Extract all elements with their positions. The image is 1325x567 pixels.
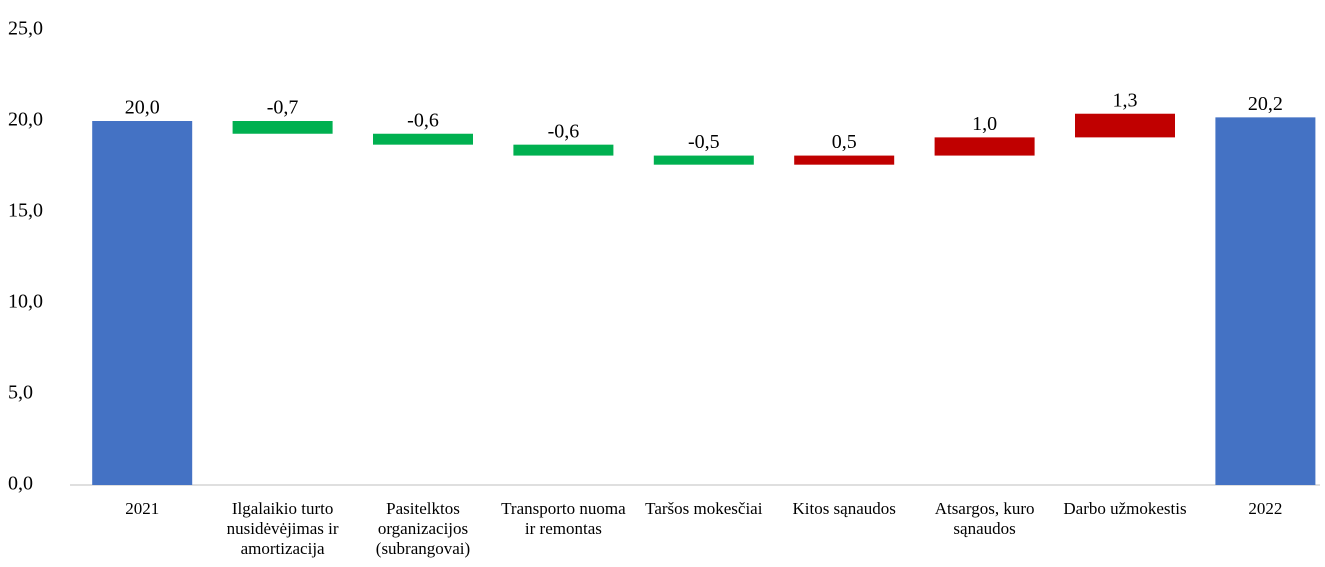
x-tick-label: Taršos mokesčiai xyxy=(645,499,763,518)
value-label: 0,5 xyxy=(832,131,857,153)
x-tick-label: 2022 xyxy=(1248,499,1283,518)
y-tick-label: 10,0 xyxy=(8,291,43,313)
x-tick-label: Transporto nuoma ir remontas xyxy=(501,499,626,538)
bar xyxy=(794,155,895,165)
x-tick-label: 2021 xyxy=(125,499,160,518)
x-tick-label: Atsargos, kuro sąnaudos xyxy=(934,499,1035,538)
value-label: 20,0 xyxy=(125,97,160,119)
y-tick-label: 5,0 xyxy=(8,382,33,404)
bar xyxy=(653,155,754,165)
x-tick-label: Darbo užmokestis xyxy=(1063,499,1187,518)
bar xyxy=(513,144,614,156)
value-label: 20,2 xyxy=(1248,93,1283,115)
value-label: -0,6 xyxy=(407,109,439,131)
bar xyxy=(934,137,1035,156)
bar xyxy=(1075,113,1175,138)
x-tick-label: Ilgalaikio turto nusidėvėjimas ir amorti… xyxy=(226,499,339,558)
bar xyxy=(92,121,193,485)
value-label: -0,6 xyxy=(548,120,580,142)
bar xyxy=(1215,117,1316,486)
y-tick-label: 0,0 xyxy=(8,473,33,495)
value-label: 1,0 xyxy=(972,113,997,135)
y-tick-label: 20,0 xyxy=(8,109,43,131)
x-tick-label: Kitos sąnaudos xyxy=(792,499,896,518)
y-tick-label: 15,0 xyxy=(8,200,43,222)
bar xyxy=(232,121,333,134)
y-tick-label: 25,0 xyxy=(8,18,43,40)
bar xyxy=(373,133,473,145)
value-label: -0,5 xyxy=(688,131,720,153)
x-tick-label: Pasitelktos organizacijos (subrangovai) xyxy=(375,499,471,558)
value-label: -0,7 xyxy=(267,97,299,119)
value-label: 1,3 xyxy=(1113,89,1138,111)
